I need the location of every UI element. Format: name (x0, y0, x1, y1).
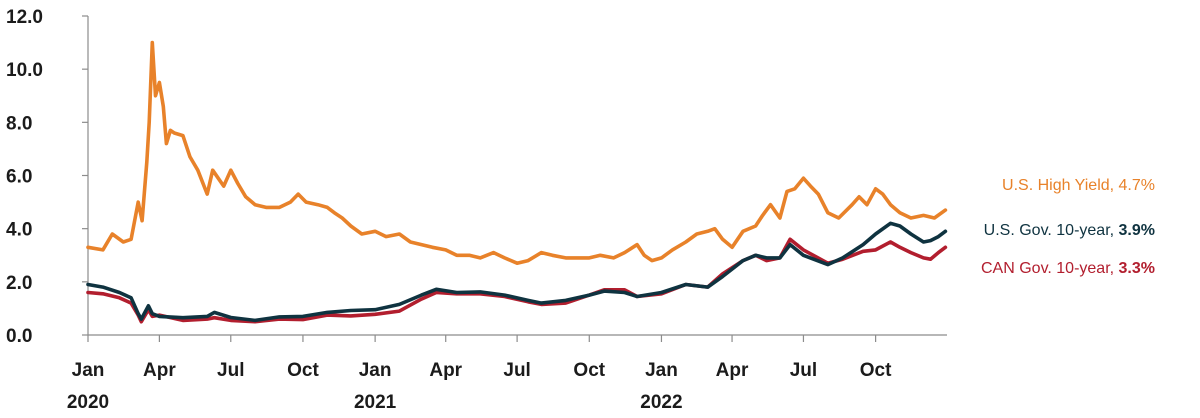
series-line-u-s-gov-10-year (86, 221, 948, 323)
x-year-label: 2022 (640, 392, 682, 413)
series-label-name: U.S. High Yield (1002, 177, 1110, 194)
x-tick-label: Jan (645, 360, 678, 381)
series-label-value: 4.7% (1119, 177, 1155, 194)
y-tick-label: 12.0 (6, 7, 43, 28)
y-tick-label: 10.0 (6, 60, 43, 81)
x-tick-label: Jan (359, 360, 392, 381)
series-label-separator: , (1110, 177, 1119, 194)
series-label: U.S. Gov. 10-year, 3.9% (984, 222, 1155, 239)
y-tick-label: 6.0 (6, 167, 32, 188)
y-axis: 0.0 2.0 4.0 6.0 8.0 10.0 12.0 (6, 7, 89, 347)
y-tick-label: 2.0 (6, 273, 32, 294)
x-tick-label: Jan (72, 360, 105, 381)
x-tick-label: Oct (573, 360, 605, 381)
series-label-name: U.S. Gov. 10-year (984, 222, 1112, 239)
x-year-label: 2020 (67, 392, 109, 413)
x-tick-label: Jul (790, 360, 817, 381)
series-label-value: 3.9% (1119, 222, 1155, 239)
series-label-separator: , (1110, 222, 1119, 239)
y-tick-label: 4.0 (6, 220, 32, 241)
series-label-separator: , (1110, 260, 1119, 277)
x-tick-label: Apr (716, 360, 749, 381)
x-tick-label: Apr (143, 360, 176, 381)
x-axis: Jan Apr Jul Oct Jan Apr Jul Oct Jan Apr Jul Oct 2020… (67, 334, 947, 413)
x-tick-label: Oct (860, 360, 892, 381)
series-label-name: CAN Gov. 10-year (981, 260, 1111, 277)
y-tick-label: 0.0 (6, 326, 32, 347)
x-year-label: 2021 (354, 392, 397, 413)
series-lines (86, 40, 948, 324)
series-label-value: 3.3% (1119, 260, 1155, 277)
y-tick-label: 8.0 (6, 113, 32, 134)
x-tick-label: Jul (503, 360, 530, 381)
series-label: CAN Gov. 10-year, 3.3% (981, 260, 1155, 277)
series-labels: U.S. High Yield, 4.7% U.S. Gov. 10-year, … (981, 177, 1155, 277)
x-tick-label: Apr (429, 360, 462, 381)
series-label: U.S. High Yield, 4.7% (1002, 177, 1155, 194)
series-line-can-gov-10-year (86, 237, 948, 324)
x-tick-label: Jul (217, 360, 244, 381)
series-line-u-s-high-yield (86, 40, 948, 265)
x-tick-label: Oct (287, 360, 319, 381)
